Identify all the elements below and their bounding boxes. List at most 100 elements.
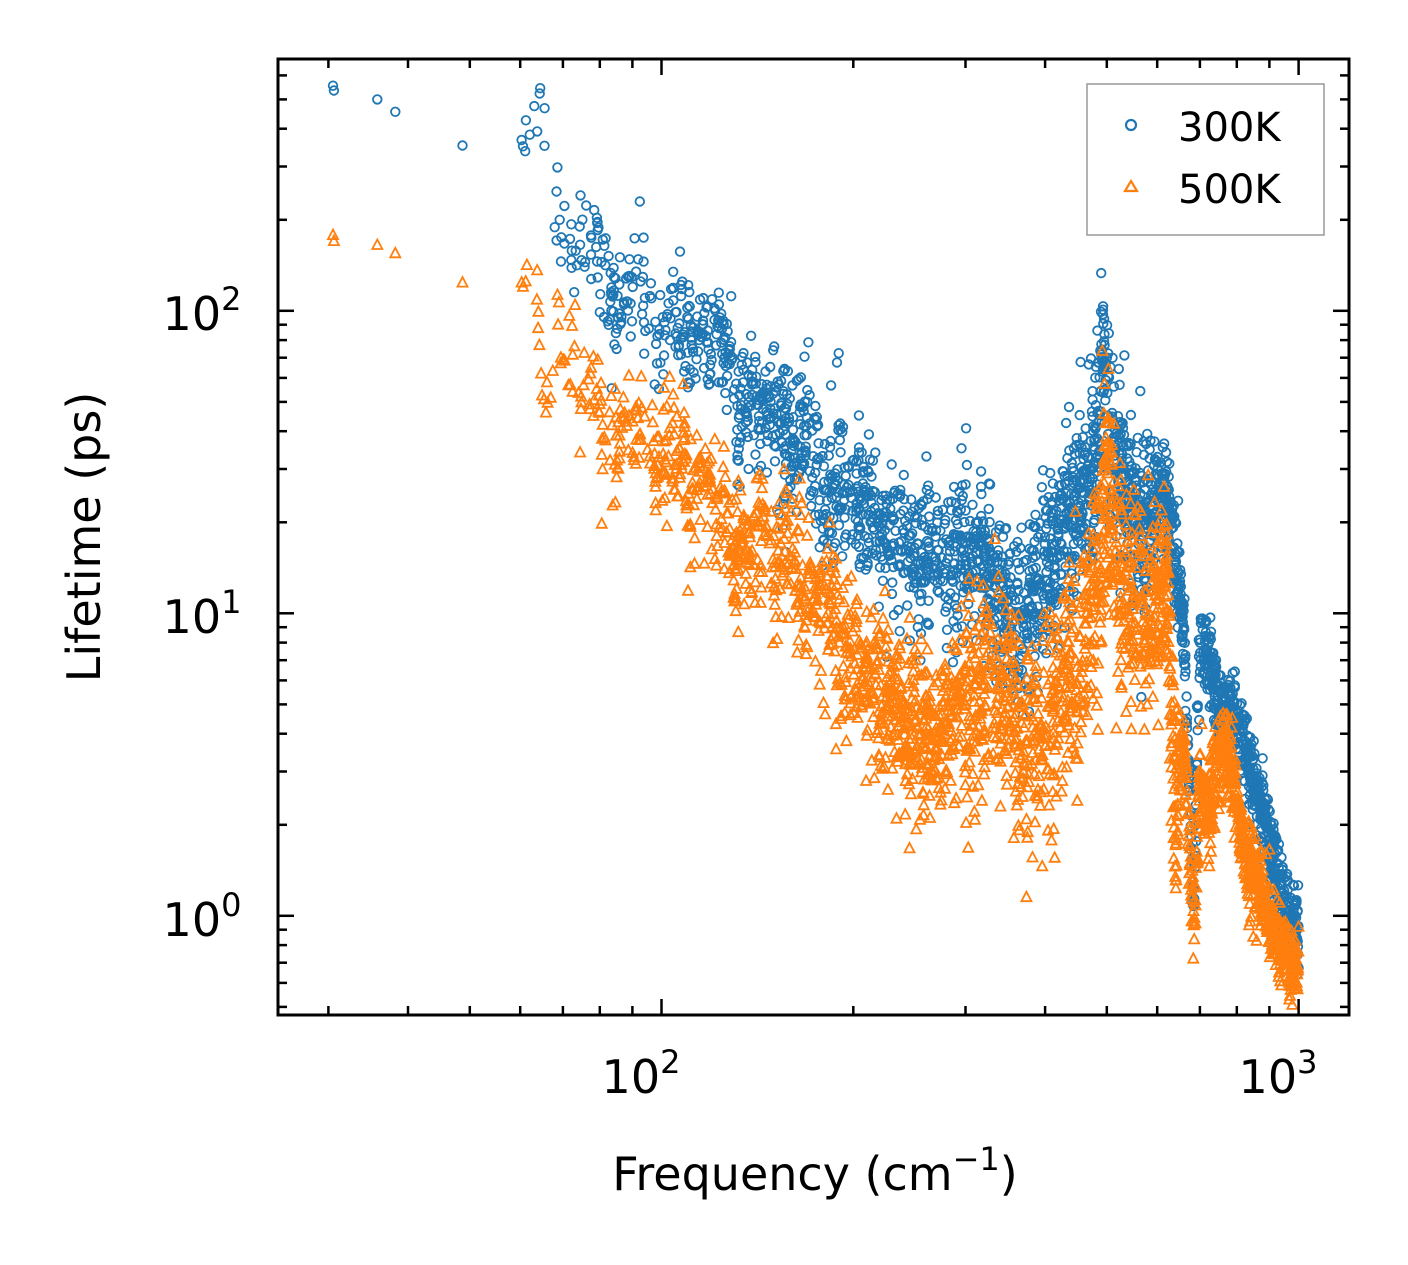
data-point-300k xyxy=(650,338,662,350)
data-point-300k xyxy=(760,366,771,377)
data-point-300k xyxy=(771,408,782,420)
data-point-300k xyxy=(786,461,797,472)
data-point-300k xyxy=(1161,456,1173,468)
data-point-300k xyxy=(786,446,797,457)
data-point-300k xyxy=(825,380,837,391)
data-point-300k xyxy=(1229,666,1241,677)
data-point-500k xyxy=(551,287,564,300)
data-point-300k xyxy=(916,520,928,531)
data-point-300k xyxy=(606,282,617,293)
data-point-300k xyxy=(792,439,803,451)
data-point-300k xyxy=(1180,660,1191,671)
data-point-500k xyxy=(610,469,624,483)
data-point-300k xyxy=(947,657,959,668)
data-point-300k xyxy=(1030,562,1042,574)
data-point-300k xyxy=(1266,820,1278,831)
data-point-300k xyxy=(753,400,764,411)
data-point-300k xyxy=(943,540,955,551)
data-point-300k xyxy=(1097,304,1109,315)
data-point-300k xyxy=(372,94,383,105)
data-point-500k xyxy=(989,730,1003,744)
data-point-500k xyxy=(1059,606,1073,619)
data-point-300k xyxy=(823,450,835,461)
data-point-300k xyxy=(781,418,793,429)
data-point-300k xyxy=(851,468,862,479)
data-point-500k xyxy=(920,642,934,655)
data-point-300k xyxy=(1227,667,1238,679)
data-point-300k xyxy=(1174,612,1185,623)
data-point-300k xyxy=(802,396,813,408)
data-point-300k xyxy=(769,403,781,414)
data-point-300k xyxy=(851,502,862,514)
data-point-300k xyxy=(899,567,911,578)
data-point-300k xyxy=(906,494,917,505)
data-point-300k xyxy=(984,479,996,490)
data-point-300k xyxy=(948,558,959,570)
data-point-300k xyxy=(913,503,925,514)
data-point-300k xyxy=(1061,498,1073,509)
data-point-500k xyxy=(519,274,533,287)
data-point-300k xyxy=(778,386,789,397)
data-point-300k xyxy=(1123,467,1135,479)
data-point-300k xyxy=(895,508,906,520)
data-point-300k xyxy=(932,585,943,596)
data-point-500k xyxy=(595,447,609,460)
data-point-300k xyxy=(566,219,577,230)
data-point-300k xyxy=(930,492,941,503)
data-point-300k xyxy=(769,456,781,467)
data-point-500k xyxy=(566,347,580,360)
data-point-300k xyxy=(1287,879,1299,891)
data-point-300k xyxy=(711,329,722,340)
data-point-300k xyxy=(1174,593,1185,604)
data-point-300k xyxy=(923,537,934,549)
data-point-300k xyxy=(668,266,679,278)
data-point-300k xyxy=(638,232,649,243)
data-point-300k xyxy=(1141,428,1153,440)
data-point-300k xyxy=(1247,751,1258,762)
data-point-300k xyxy=(552,162,563,173)
data-point-300k xyxy=(585,249,597,260)
data-point-500k xyxy=(760,528,774,541)
data-point-500k xyxy=(530,262,544,276)
data-point-300k xyxy=(740,388,752,400)
data-point-300k xyxy=(721,404,733,416)
data-point-300k xyxy=(932,505,944,517)
data-point-300k xyxy=(722,326,733,337)
data-point-500k xyxy=(670,489,684,502)
data-point-500k xyxy=(961,840,975,853)
data-point-500k xyxy=(663,369,677,382)
data-point-300k xyxy=(963,598,974,610)
data-point-300k xyxy=(679,366,690,377)
data-point-300k xyxy=(692,311,703,322)
data-point-500k xyxy=(1032,768,1046,782)
data-point-300k xyxy=(1119,350,1130,361)
data-point-500k xyxy=(748,595,762,608)
data-point-300k xyxy=(327,80,339,91)
data-point-500k xyxy=(779,517,793,530)
data-point-300k xyxy=(900,544,911,555)
data-point-500k xyxy=(1124,721,1138,735)
data-point-500k xyxy=(903,610,917,623)
data-point-300k xyxy=(919,560,931,571)
data-point-300k xyxy=(1142,476,1154,488)
data-point-300k xyxy=(753,424,764,435)
data-point-300k xyxy=(859,531,870,542)
data-point-300k xyxy=(645,278,657,289)
data-point-300k xyxy=(1074,409,1085,421)
data-point-300k xyxy=(1037,631,1048,643)
data-point-300k xyxy=(535,82,546,94)
data-point-300k xyxy=(733,443,745,454)
data-point-300k xyxy=(719,352,730,364)
data-point-500k xyxy=(531,304,545,317)
data-point-300k xyxy=(586,273,597,285)
data-point-300k xyxy=(1158,476,1170,488)
data-point-300k xyxy=(593,222,604,233)
data-point-300k xyxy=(1125,439,1136,450)
data-point-500k xyxy=(878,583,892,597)
data-point-300k xyxy=(874,562,886,573)
data-point-300k xyxy=(672,322,683,334)
data-point-300k xyxy=(1028,586,1039,597)
data-point-500k xyxy=(881,622,895,635)
data-point-300k xyxy=(751,371,762,383)
data-point-300k xyxy=(853,442,865,453)
